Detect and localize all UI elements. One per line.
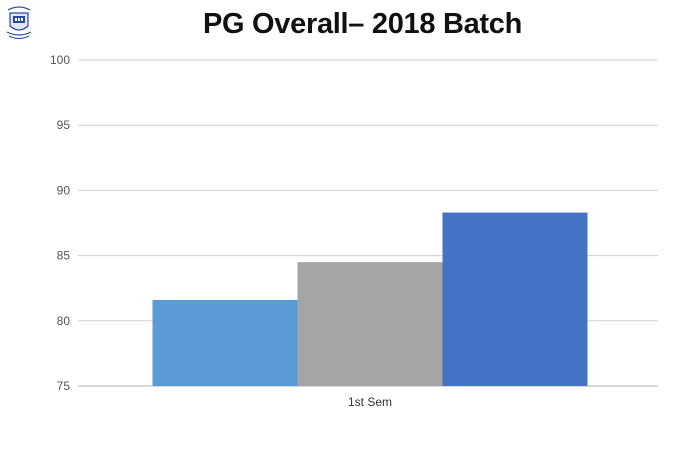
y-tick-label: 85: [57, 249, 71, 263]
y-tick-label: 100: [50, 53, 70, 67]
y-tick-label: 75: [57, 379, 71, 393]
bar-series-2: [297, 262, 443, 386]
y-tick-label: 80: [57, 314, 71, 328]
bar-series-3: [442, 212, 588, 386]
y-axis-tick-labels: 75 80 85 90 95 100: [50, 53, 70, 393]
y-tick-label: 90: [57, 183, 71, 197]
institution-crest-icon: [4, 4, 34, 42]
chart-title: PG Overall– 2018 Batch: [202, 8, 523, 40]
bar-series-1: [152, 299, 298, 386]
x-axis-category-labels: 1st Sem: [348, 395, 392, 409]
x-category-label: 1st Sem: [348, 395, 392, 409]
bars: [152, 212, 588, 386]
y-tick-label: 95: [57, 118, 71, 132]
